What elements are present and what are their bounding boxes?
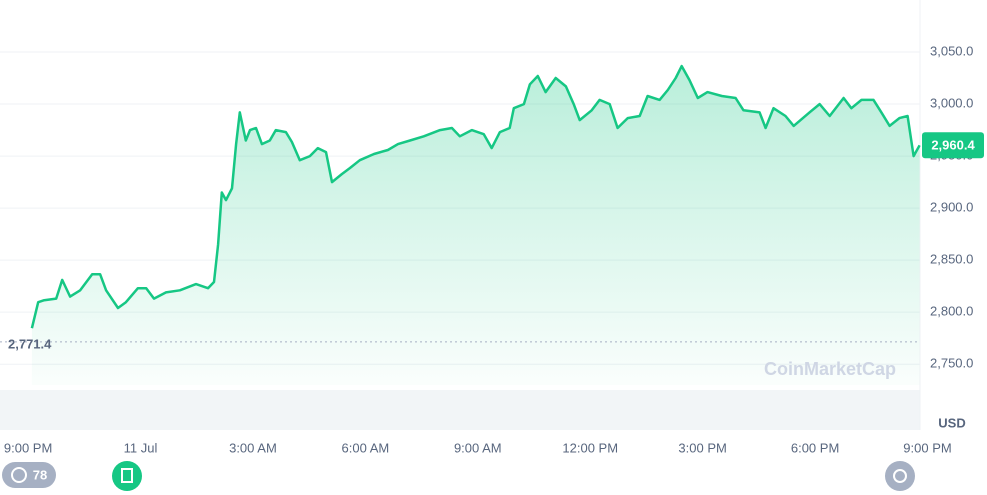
current-price-tag — [922, 132, 984, 159]
current-price-label: 2,960.4 — [931, 138, 975, 153]
price-line — [30, 64, 921, 329]
volume-band — [0, 390, 920, 430]
x-tick-label: 9:00 PM — [4, 440, 52, 455]
badge-icon — [11, 467, 27, 483]
history-button[interactable] — [885, 461, 915, 491]
x-tick-label: 6:00 PM — [791, 440, 839, 455]
x-tick-label: 9:00 PM — [903, 440, 951, 455]
history-icon — [893, 469, 907, 483]
event-button[interactable] — [112, 461, 142, 491]
badge[interactable] — [2, 462, 56, 488]
badge-count: 78 — [33, 467, 47, 482]
y-tick-label: 2,750.0 — [930, 356, 973, 371]
currency: USD — [938, 415, 965, 430]
price-area — [31, 66, 920, 385]
x-tick-label: 3:00 PM — [678, 440, 726, 455]
reference-label: 2,771.4 — [8, 336, 52, 351]
y-tick-label: 3,050.0 — [930, 43, 973, 58]
y-tick-label: 2,800.0 — [930, 304, 973, 319]
watermark: CoinMarketCap — [764, 359, 896, 379]
x-tick-label: 3:00 AM — [229, 440, 277, 455]
event-icon — [121, 468, 133, 483]
x-tick-label: 12:00 PM — [562, 440, 618, 455]
y-tick-label: 2,850.0 — [930, 252, 973, 267]
y-tick-label: 2,900.0 — [930, 200, 973, 215]
x-tick-label: 9:00 AM — [454, 440, 502, 455]
x-tick-label: 6:00 AM — [342, 440, 390, 455]
plot: 2,771.4 2,960.4 — [0, 64, 984, 385]
x-tick-label: 11 Jul — [124, 440, 158, 455]
y-tick-label: 3,000.0 — [930, 95, 973, 110]
